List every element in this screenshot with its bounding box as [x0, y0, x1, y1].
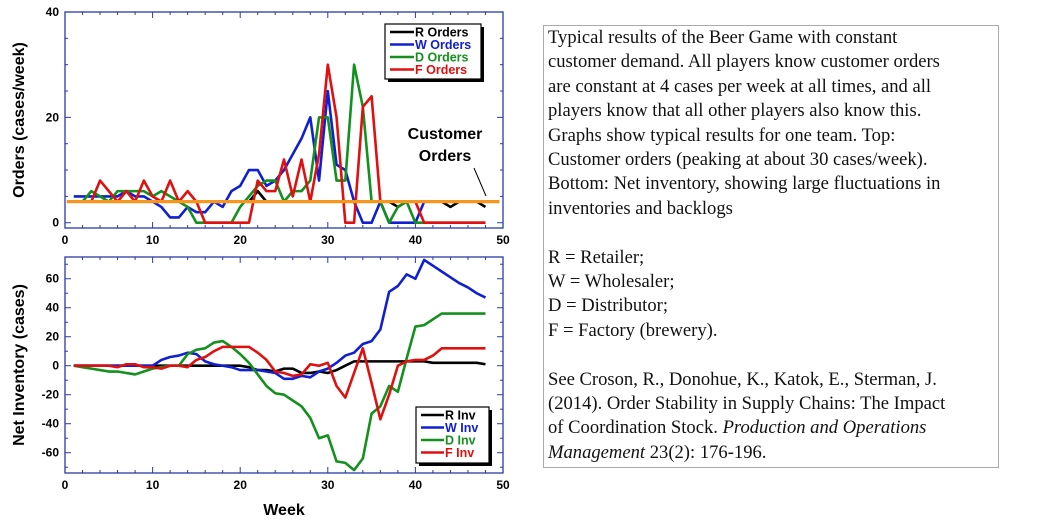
caption-box: Typical results of the Beer Game with co… [543, 25, 999, 468]
caption-line: Typical results of the Beer Game with co… [548, 27, 898, 48]
caption-description: Typical results of the Beer Game with co… [548, 26, 998, 221]
x-tick-label: 10 [146, 233, 160, 247]
y-tick-label: -20 [42, 388, 60, 402]
caption-reference: See Croson, R., Donohue, K., Katok, E., … [548, 368, 998, 466]
caption-line: Bottom: Net inventory, showing large flu… [548, 173, 941, 195]
caption-line: W = Wholesaler; [548, 271, 675, 293]
series-line-d-inv [73, 312, 486, 472]
x-tick-label: 50 [496, 478, 510, 492]
x-tick-label: 40 [409, 478, 423, 492]
journal-title: Production and Operations [722, 417, 927, 439]
caption-line: R = Retailer; [548, 246, 645, 268]
reference-line: (2014). Order Stability in Supply Chains… [548, 393, 946, 415]
reference-text: of Coordination Stock. [548, 417, 723, 439]
customer-orders-annotation: Customer [408, 126, 483, 143]
y-tick-label: 0 [52, 359, 59, 373]
plot-frame [64, 256, 504, 474]
legend-label: F Inv [445, 446, 474, 460]
x-tick-label: 50 [496, 233, 510, 247]
legend-label: W Orders [415, 38, 471, 52]
y-tick-label: 20 [46, 110, 60, 124]
y-tick-label: 0 [52, 216, 59, 230]
journal-title: Management [548, 441, 646, 463]
x-tick-label: 10 [146, 478, 160, 492]
y-tick-label: 20 [46, 330, 60, 344]
caption-legend-key: R = Retailer; W = Wholesaler; D = Distribu… [548, 246, 998, 344]
caption-line: D = Distributor; [548, 295, 668, 317]
x-tick-label: 30 [321, 478, 335, 492]
caption-line: are constant at 4 cases per week at all … [548, 75, 932, 97]
reference-line: Management 23(2): 176-196. [548, 441, 998, 465]
annotation-pointer [473, 167, 487, 197]
x-tick-label: 20 [234, 233, 248, 247]
series-line-f-inv [73, 345, 486, 421]
y-axis-label: Net Inventory (cases) [11, 284, 28, 446]
orders-chart: 0 10 20 30 40 50 0 20 40 Orders (cases/week) R Ord… [11, 5, 510, 247]
caption-line: inventories and backlogs [548, 197, 733, 219]
y-axis-label: Orders (cases/week) [11, 42, 28, 198]
series-line-d-orders [73, 63, 486, 225]
caption-line: Graphs show typical results for one team… [548, 124, 896, 146]
legend-label: W Inv [445, 421, 478, 435]
y-tick-label: 60 [46, 272, 60, 286]
customer-orders-annotation: Orders [419, 148, 472, 165]
x-tick-label: 0 [62, 233, 69, 247]
series-line-f-orders [73, 63, 486, 225]
reference-text: 23(2): 176-196. [645, 441, 767, 463]
y-tick-label: 40 [46, 301, 60, 315]
x-tick-label: 20 [234, 478, 248, 492]
reference-line: See Croson, R., Donohue, K., Katok, E., … [548, 368, 937, 390]
caption-line: players know that all other players also… [548, 100, 922, 122]
y-tick-label: 40 [46, 5, 60, 19]
legend-label: F Orders [415, 63, 467, 77]
y-tick-label: -40 [42, 417, 60, 431]
net-inventory-chart: 0 10 20 30 40 50 -60 -40 -20 0 20 40 60 Net Inventory… [11, 256, 510, 519]
caption-line: Customer orders (peaking at about 30 cas… [548, 149, 928, 171]
caption-line: F = Factory (brewery). [548, 319, 718, 341]
legend-label: R Inv [445, 409, 476, 423]
legend-label: R Orders [415, 26, 469, 40]
reference-line: of Coordination Stock. Production and Op… [548, 416, 998, 440]
legend-label: D Inv [445, 434, 476, 448]
x-tick-label: 30 [321, 233, 335, 247]
x-tick-label: 40 [409, 233, 423, 247]
x-axis-label: Week [263, 502, 305, 519]
legend-label: D Orders [415, 51, 469, 65]
plot-frame [64, 11, 504, 229]
caption-line: customer demand. All players know custom… [548, 51, 940, 73]
x-tick-label: 0 [62, 478, 69, 492]
y-tick-label: -60 [42, 446, 60, 460]
